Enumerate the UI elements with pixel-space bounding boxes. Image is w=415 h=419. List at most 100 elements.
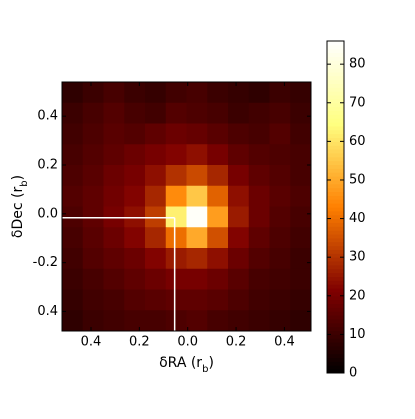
heat-cell [62, 165, 84, 187]
colorbar-segment [327, 357, 344, 362]
heat-cell [82, 227, 104, 249]
heat-cell [248, 102, 270, 124]
colorbar-segment [327, 237, 344, 243]
colorbar-segment [327, 183, 344, 189]
heat-cell [82, 310, 104, 332]
heat-cell [207, 144, 229, 166]
heat-cell [228, 144, 250, 166]
heat-cell [165, 102, 187, 124]
heat-cell [145, 165, 167, 187]
colorbar-segment [327, 118, 344, 123]
heat-cell [290, 289, 312, 311]
heat-cell [269, 144, 291, 166]
colorbar-frame [326, 40, 345, 374]
heat-cell [269, 102, 291, 124]
heat-cell [103, 289, 125, 311]
heat-cell [248, 144, 270, 166]
heat-cell [269, 268, 291, 290]
x-tick-label: 0.0 [177, 335, 198, 350]
heat-cell [124, 102, 146, 124]
colorbar-segment [327, 222, 344, 227]
colorbar-segment [327, 291, 344, 297]
heat-cell [103, 82, 125, 104]
heat-cell [269, 248, 291, 270]
colorbar-segment [327, 60, 344, 65]
colorbar-segment [327, 152, 344, 158]
colorbar-segment [327, 172, 344, 177]
heat-cell [62, 227, 84, 249]
heat-cell [62, 310, 84, 332]
heat-cell [186, 227, 208, 249]
ylabel-end: ) [10, 175, 26, 180]
y-tick-label: 0.0 [37, 206, 58, 221]
colorbar-segment [327, 345, 344, 351]
heat-cell [165, 310, 187, 332]
colorbar-segment [327, 145, 344, 150]
heat-cell [124, 123, 146, 145]
heat-cell [269, 206, 291, 228]
heat-cell [103, 310, 125, 332]
x-tick-label: 0.4 [81, 335, 102, 350]
colorbar-segment [327, 98, 344, 104]
heat-cell [290, 185, 312, 207]
colorbar-segment [327, 102, 344, 108]
heat-cell [248, 268, 270, 290]
heat-cell [248, 289, 270, 311]
heat-cell [145, 123, 167, 145]
colorbar-segment [327, 52, 344, 57]
heat-cell [165, 82, 187, 104]
heat-cell [186, 185, 208, 207]
heat-cell [145, 185, 167, 207]
heat-cell [186, 268, 208, 290]
colorbar-tick-label: 0 [349, 366, 357, 381]
heat-cell [62, 82, 84, 104]
heat-cell [124, 165, 146, 187]
colorbar-segment [327, 334, 344, 339]
colorbar-segment [327, 322, 344, 328]
heat-cell [290, 310, 312, 332]
heat-cell [103, 268, 125, 290]
colorbar-segment [327, 168, 344, 173]
heat-cell [228, 82, 250, 104]
colorbar-tick-label: 10 [349, 327, 366, 342]
colorbar-segment [327, 160, 344, 166]
colorbar-segment [327, 87, 344, 92]
heat-cell [124, 82, 146, 104]
heat-cell [248, 165, 270, 187]
heat-cell [145, 144, 167, 166]
heat-cell [207, 82, 229, 104]
colorbar-segment [327, 234, 344, 239]
heat-cell [228, 165, 250, 187]
colorbar-segment [327, 133, 344, 139]
heat-cell [145, 82, 167, 104]
colorbar-segment [327, 203, 344, 208]
heat-cell [62, 185, 84, 207]
heat-cell [290, 268, 312, 290]
colorbar-segment [327, 241, 344, 247]
colorbar-segment [327, 164, 344, 169]
heat-cell [165, 289, 187, 311]
heat-cell [269, 227, 291, 249]
heat-cell [103, 185, 125, 207]
heat-cell [248, 123, 270, 145]
heat-cell [269, 123, 291, 145]
colorbar-segment [327, 110, 344, 115]
colorbar-segment [327, 179, 344, 185]
heat-cell [228, 102, 250, 124]
colorbar-tick-label: 30 [349, 250, 366, 265]
heat-cell [207, 227, 229, 249]
colorbar-tick-label: 70 [349, 95, 366, 110]
colorbar-segment [327, 330, 344, 335]
heat-cell [124, 310, 146, 332]
heat-cell [165, 185, 187, 207]
heat-cell [186, 165, 208, 187]
heat-cell [290, 248, 312, 270]
heat-cell [103, 165, 125, 187]
heat-cell [207, 102, 229, 124]
colorbar-segment [327, 137, 344, 142]
heat-cell [62, 248, 84, 270]
xlabel-main: δRA (r [159, 355, 202, 371]
heat-cell [248, 227, 270, 249]
colorbar-segment [327, 264, 344, 270]
